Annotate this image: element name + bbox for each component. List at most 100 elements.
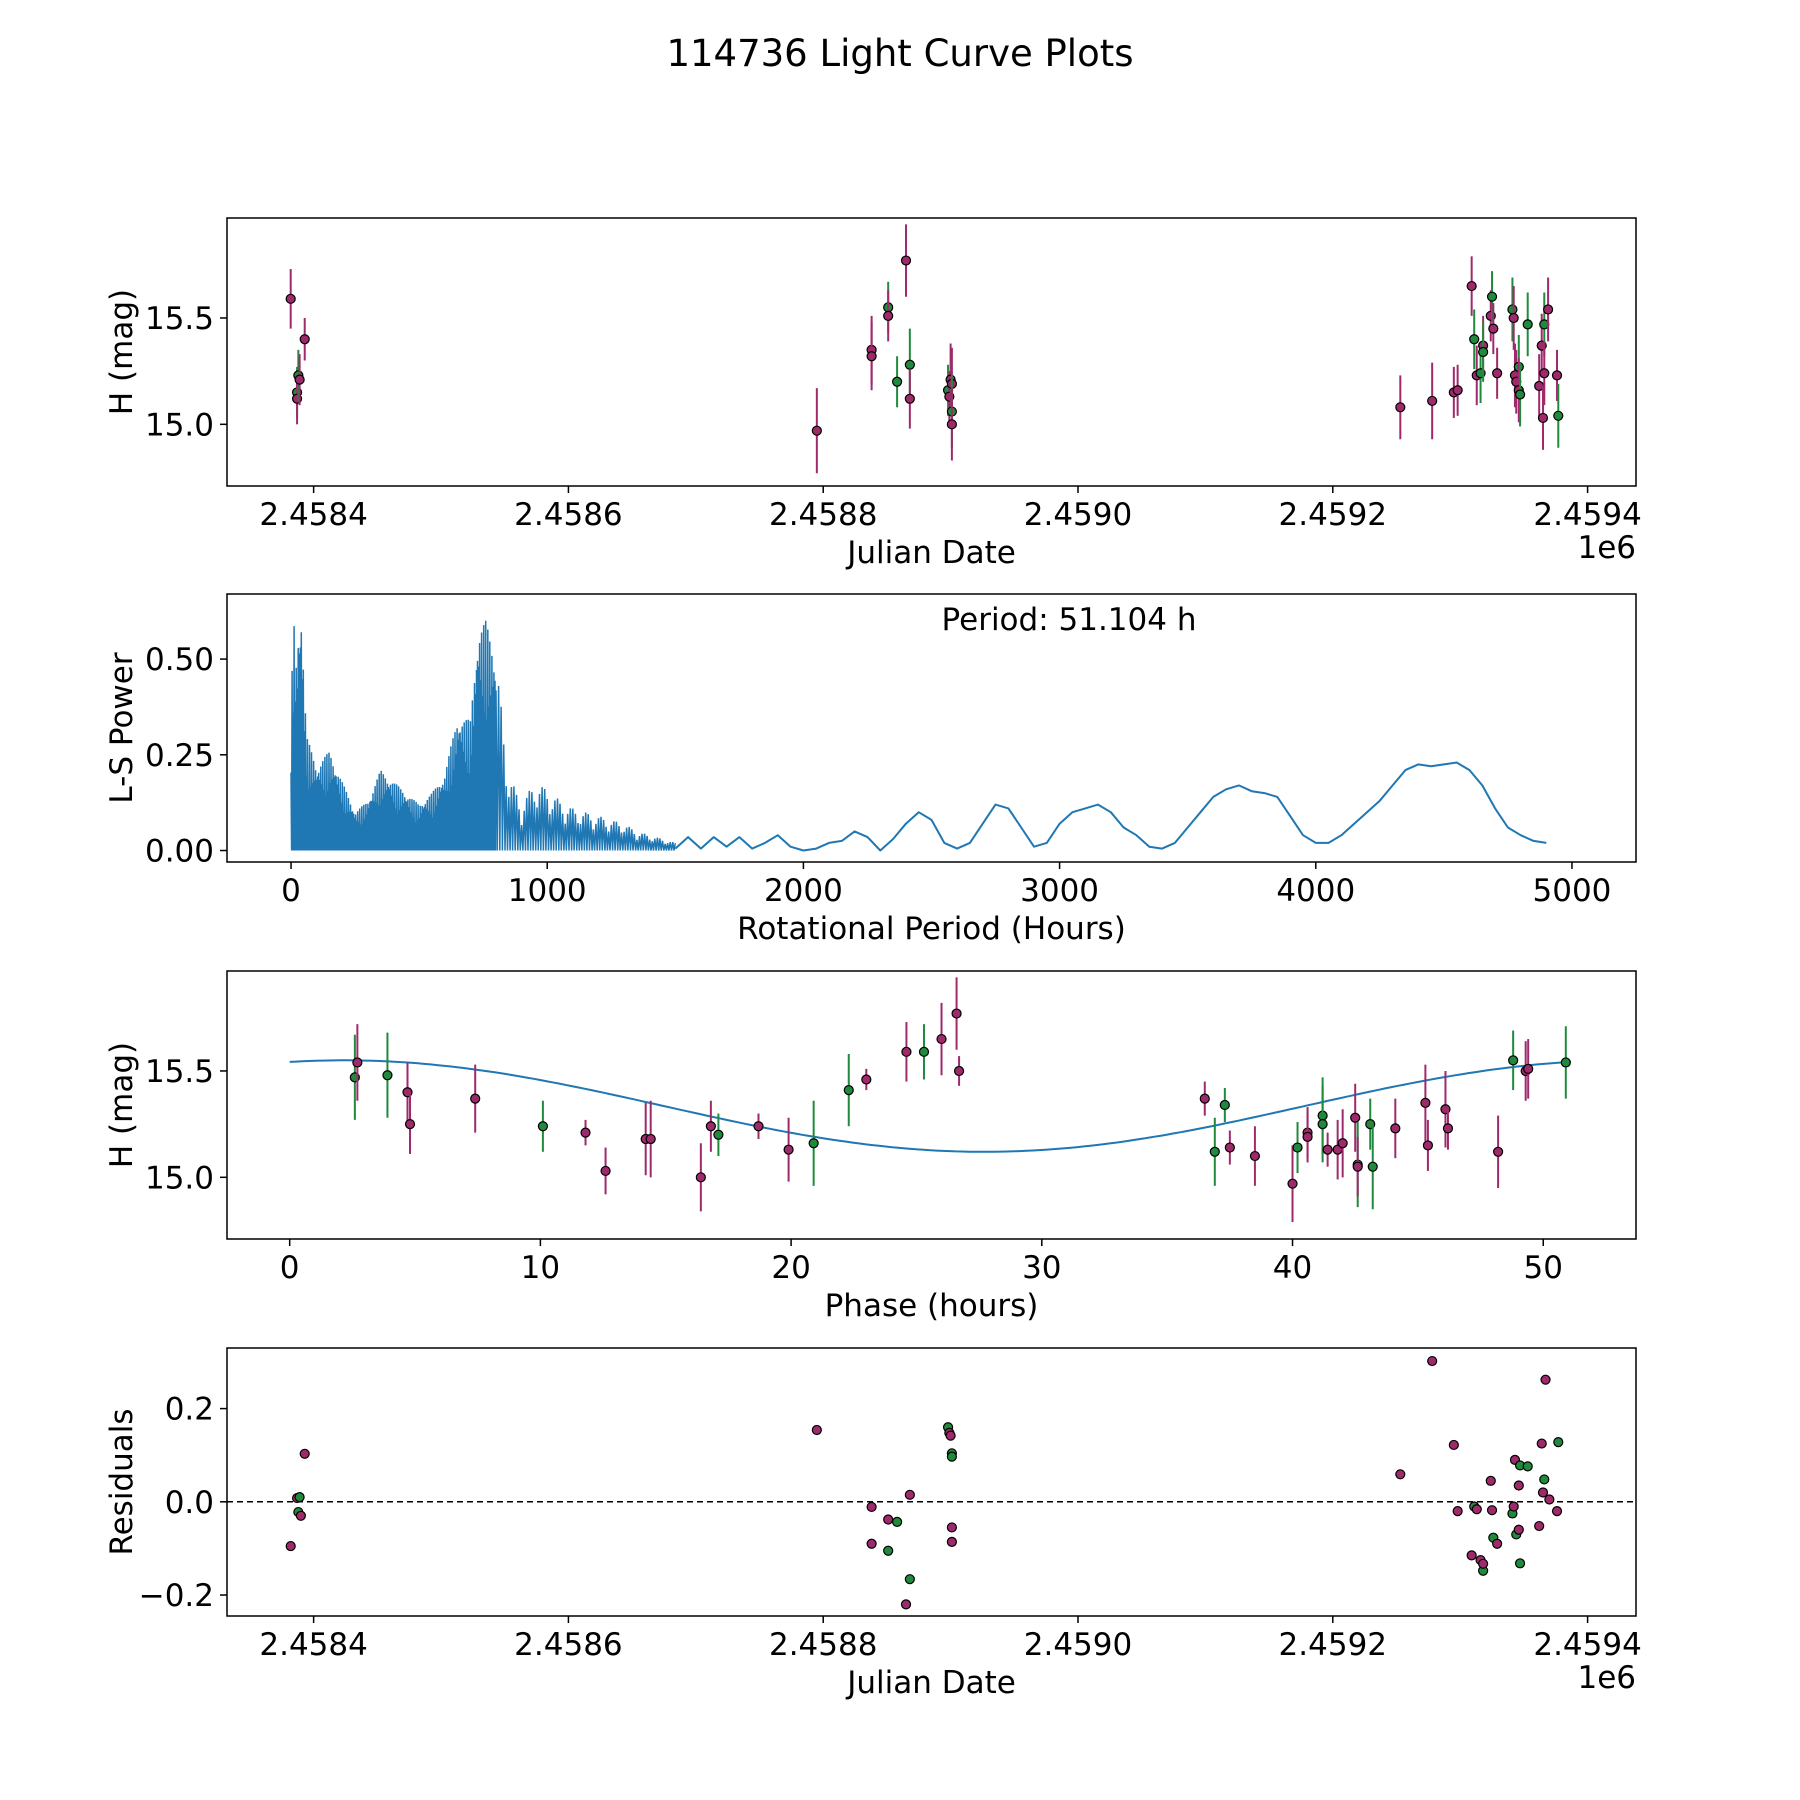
data-point (404, 1119, 416, 1130)
data-point (1469, 334, 1480, 345)
data-point (1420, 1097, 1431, 1108)
data-point (1534, 1520, 1545, 1532)
y-tick-label: 0.00 (145, 834, 214, 870)
data-point (1199, 1093, 1210, 1104)
data-point (299, 1448, 310, 1459)
data-point (883, 310, 894, 321)
data-point (295, 1510, 306, 1521)
figure-title: 114736 Light Curve Plots (666, 32, 1133, 75)
data-point (883, 1514, 894, 1525)
x-tick-label: 3000 (1020, 873, 1099, 909)
light-curve-panel: 2.4584 2.4586 2.4588 2.4590 2.4592 2.4594 15.0… (104, 217, 1642, 571)
y-tick-label: 15.0 (145, 407, 214, 443)
y-tick-label: 15.5 (145, 301, 214, 337)
data-point (705, 1121, 716, 1132)
data-point (892, 376, 903, 387)
x-offset-label: 1e6 (1577, 530, 1636, 566)
data-point (285, 1540, 296, 1552)
x-tick-label: 10 (521, 1250, 560, 1286)
data-point (537, 1121, 548, 1132)
x-tick-label: 2.4588 (769, 497, 877, 533)
data-point (1514, 389, 1526, 400)
data-point (945, 1430, 956, 1441)
data-point (1551, 1506, 1563, 1517)
data-point (901, 1046, 912, 1057)
data-point (1452, 385, 1463, 396)
data-point (1422, 1140, 1434, 1151)
y-tick-label: 0.2 (165, 1392, 214, 1428)
data-point (1544, 1494, 1555, 1505)
data-point (1553, 410, 1564, 421)
periodogram-dense-line (290, 620, 677, 851)
data-point (1553, 1437, 1564, 1448)
data-point (1367, 1161, 1378, 1172)
data-point (1302, 1131, 1313, 1143)
x-tick-label: 2.4584 (259, 1627, 367, 1663)
data-point (1427, 395, 1438, 407)
data-point (1486, 1505, 1498, 1516)
data-point (866, 351, 877, 362)
y-tick-label: 0.50 (145, 642, 214, 678)
data-point (918, 1046, 930, 1057)
data-point (1452, 1506, 1463, 1517)
data-point (811, 1424, 822, 1436)
data-point (1249, 1150, 1261, 1162)
data-point (1478, 1558, 1489, 1569)
data-point (299, 334, 310, 345)
data-point (1537, 1487, 1549, 1498)
x-tick-label: 1000 (508, 873, 587, 909)
x-tick-label: 2.4594 (1533, 497, 1641, 533)
data-point (1395, 402, 1406, 413)
data-point (1493, 1146, 1504, 1157)
x-tick-label: 2.4588 (769, 1627, 877, 1663)
data-point (1209, 1146, 1220, 1157)
periodogram-frame (226, 593, 1637, 863)
y-tick-label: 0.25 (145, 738, 214, 774)
x-tick-label: 40 (1273, 1250, 1312, 1286)
data-point (294, 1492, 305, 1503)
data-point (580, 1127, 591, 1138)
phase-curve-frame (226, 970, 1637, 1240)
data-point (1292, 1142, 1303, 1153)
y-tick-label: 15.0 (145, 1160, 214, 1196)
data-point (600, 1165, 611, 1177)
data-point (883, 1545, 894, 1556)
data-point (1523, 1063, 1534, 1074)
data-point (713, 1129, 724, 1140)
data-point (1522, 319, 1533, 330)
y-axis-label: Residuals (104, 1408, 140, 1555)
period-annotation: Period: 51.104 h (942, 602, 1197, 638)
data-point (866, 1501, 877, 1513)
x-axis-label: Julian Date (845, 1665, 1016, 1701)
y-tick-label: 0.0 (165, 1485, 214, 1521)
data-point (946, 1536, 957, 1547)
data-point (1427, 1355, 1438, 1367)
data-point (1219, 1099, 1230, 1111)
data-point (1540, 1374, 1551, 1385)
data-point (953, 1065, 965, 1077)
data-point (1485, 1475, 1496, 1486)
data-point (843, 1085, 854, 1096)
data-point (1537, 412, 1549, 424)
data-point (470, 1093, 481, 1104)
data-point (1488, 323, 1499, 334)
periodogram-smooth-line (674, 761, 1547, 852)
data-point (866, 1538, 877, 1549)
x-offset-label: 1e6 (1577, 1660, 1636, 1696)
y-axis-label: L-S Power (104, 652, 140, 803)
data-point (783, 1144, 794, 1155)
x-tick-label: 20 (771, 1250, 810, 1286)
periodogram-panel: Period: 51.104 h 0 1000 2000 3000 4000 5000 0.… (104, 593, 1637, 947)
data-point (645, 1133, 656, 1145)
data-point (811, 425, 822, 436)
data-point (1466, 280, 1477, 292)
data-point (1514, 1558, 1526, 1569)
data-point (1287, 1178, 1298, 1189)
data-point (1513, 1480, 1524, 1491)
data-point (1560, 1057, 1571, 1068)
y-tick-label: −0.2 (139, 1578, 214, 1614)
x-axis-label: Rotational Period (Hours) (737, 911, 1126, 947)
data-point (1539, 1474, 1550, 1485)
x-tick-label: 4000 (1276, 873, 1355, 909)
